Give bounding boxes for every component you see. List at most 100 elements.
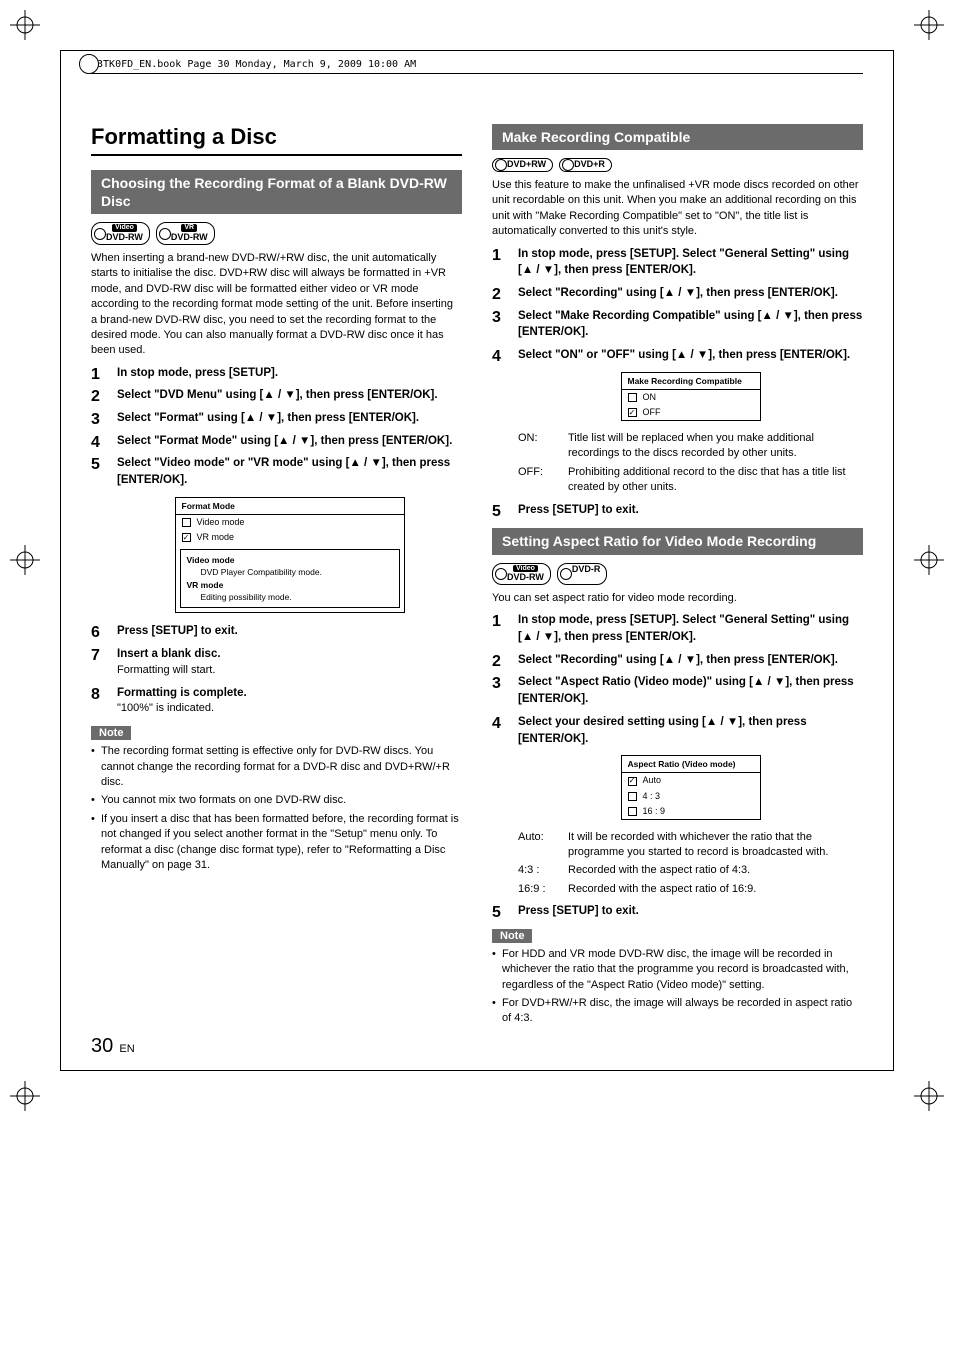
def-text: Recorded with the aspect ratio of 4:3. [568,863,863,878]
def-text: It will be recorded with whichever the r… [568,830,863,861]
step-item: Select "Video mode" or "VR mode" using [… [91,455,462,613]
step-list-compat: In stop mode, press [SETUP]. Select "Gen… [492,246,863,519]
option-label: Video mode [197,516,245,529]
badge-top: VR [181,224,197,232]
step-text: In stop mode, press [SETUP]. [117,367,278,379]
disc-badges-row: DVD+RW DVD+R [492,158,863,172]
checkbox-icon [182,518,191,527]
intro-text: When inserting a brand-new DVD-RW/+RW di… [91,251,462,359]
option-row: VR mode [176,530,404,545]
note-list: For HDD and VR mode DVD-RW disc, the ima… [492,947,863,1027]
step-text: Select "Make Recording Compatible" using… [518,310,862,339]
disc-badge-dvd-r: DVD-R [557,563,608,586]
def-term: Auto: [518,830,568,861]
checkbox-icon [628,792,637,801]
note-item: The recording format setting is effectiv… [91,744,462,790]
def-row: OFF:Prohibiting additional record to the… [518,465,863,496]
step-sub: Formatting will start. [117,663,462,679]
left-column: Formatting a Disc Choosing the Recording… [91,124,462,1030]
def-row: 16:9 :Recorded with the aspect ratio of … [518,882,863,897]
step-text: Select "Recording" using [▲ / ▼], then p… [518,654,838,666]
desc-sub: Editing possibility mode. [187,591,393,603]
step-text: Select "Recording" using [▲ / ▼], then p… [518,287,838,299]
option-label: VR mode [197,531,235,544]
step-text: Select "Format Mode" using [▲ / ▼], then… [117,435,452,447]
step-text: Select your desired setting using [▲ / ▼… [518,716,807,745]
badge-main: DVD+RW [507,160,546,170]
disc-badges-row: Video DVD-RW VR DVD-RW [91,222,462,245]
def-text: Prohibiting additional record to the dis… [568,465,863,496]
disc-badge-dvd-rw-video: Video DVD-RW [492,563,551,586]
step-text: In stop mode, press [SETUP]. Select "Gen… [518,614,849,643]
checkbox-checked-icon [628,777,637,786]
page-number: 30 EN [91,1035,135,1058]
badge-main: DVD+R [574,160,605,170]
desc-sub: DVD Player Compatibility mode. [187,566,393,578]
right-column: Make Recording Compatible DVD+RW DVD+R U… [492,124,863,1030]
option-label: OFF [643,406,661,419]
note-item: For DVD+RW/+R disc, the image will alway… [492,996,863,1027]
badge-top: Video [513,565,538,573]
main-title: Formatting a Disc [91,124,462,156]
step-text: Select "Format" using [▲ / ▼], then pres… [117,412,419,424]
header-text: E3TK0FD_EN.book Page 30 Monday, March 9,… [91,59,416,70]
def-text: Recorded with the aspect ratio of 16:9. [568,882,863,897]
option-row: Video mode [176,515,404,530]
step-item: Select "Format Mode" using [▲ / ▼], then… [91,433,462,450]
crop-mark-icon [914,1081,944,1111]
step-text: In stop mode, press [SETUP]. Select "Gen… [518,248,849,277]
page-header: E3TK0FD_EN.book Page 30 Monday, March 9,… [91,59,863,74]
option-row: 4 : 3 [622,789,760,804]
page-number-value: 30 [91,1035,113,1057]
disc-badge-dvd-plus-rw: DVD+RW [492,158,553,172]
def-term: 4:3 : [518,863,568,878]
crop-mark-icon [10,545,40,575]
step-item: Press [SETUP] to exit. [492,502,863,519]
step-item: Select "Aspect Ratio (Video mode)" using… [492,674,863,707]
format-mode-dialog: Format Mode Video mode VR mode Video mod… [175,497,405,614]
step-item: Insert a blank disc.Formatting will star… [91,646,462,679]
badge-main: DVD-RW [507,573,544,583]
step-item: Select your desired setting using [▲ / ▼… [492,714,863,897]
section-heading-aspect-ratio: Setting Aspect Ratio for Video Mode Reco… [492,528,863,554]
step-text: Select "DVD Menu" using [▲ / ▼], then pr… [117,389,438,401]
step-item: In stop mode, press [SETUP]. Select "Gen… [492,612,863,645]
badge-main: DVD-RW [171,233,208,243]
note-item: For HDD and VR mode DVD-RW disc, the ima… [492,947,863,993]
crop-mark-icon [10,10,40,40]
step-item: In stop mode, press [SETUP]. Select "Gen… [492,246,863,279]
page-frame: E3TK0FD_EN.book Page 30 Monday, March 9,… [60,50,894,1071]
step-item: Select "DVD Menu" using [▲ / ▼], then pr… [91,387,462,404]
disc-badge-dvd-rw-vr: VR DVD-RW [156,222,215,245]
def-term: 16:9 : [518,882,568,897]
intro-text: You can set aspect ratio for video mode … [492,591,863,606]
step-list-format: In stop mode, press [SETUP]. Select "DVD… [91,365,462,718]
dialog-description: Video mode DVD Player Compatibility mode… [180,549,400,608]
step-item: Select "Make Recording Compatible" using… [492,308,863,341]
aspect-dialog: Aspect Ratio (Video mode) Auto 4 : 3 16 … [621,755,761,819]
note-list: The recording format setting is effectiv… [91,744,462,873]
step-sub: "100%" is indicated. [117,701,462,717]
def-text: Title list will be replaced when you mak… [568,431,863,462]
note-label: Note [91,726,131,740]
option-label: ON [643,391,657,404]
option-label: Auto [643,774,662,787]
step-text: Press [SETUP] to exit. [518,905,639,917]
step-item: Select "Format" using [▲ / ▼], then pres… [91,410,462,427]
def-term: OFF: [518,465,568,496]
step-list-aspect: In stop mode, press [SETUP]. Select "Gen… [492,612,863,919]
def-row: 4:3 :Recorded with the aspect ratio of 4… [518,863,863,878]
step-item: Select "Recording" using [▲ / ▼], then p… [492,285,863,302]
def-term: ON: [518,431,568,462]
note-item: If you insert a disc that has been forma… [91,812,462,874]
compat-dialog: Make Recording Compatible ON OFF [621,372,761,421]
badge-main: DVD-R [572,565,601,575]
option-row: Auto [622,773,760,788]
disc-badges-row: Video DVD-RW DVD-R [492,563,863,586]
step-text: Press [SETUP] to exit. [117,625,238,637]
step-text: Press [SETUP] to exit. [518,504,639,516]
checkbox-icon [628,393,637,402]
option-row: 16 : 9 [622,804,760,819]
step-text: Select "Aspect Ratio (Video mode)" using… [518,676,854,705]
step-text: Select "Video mode" or "VR mode" using [… [117,457,450,486]
